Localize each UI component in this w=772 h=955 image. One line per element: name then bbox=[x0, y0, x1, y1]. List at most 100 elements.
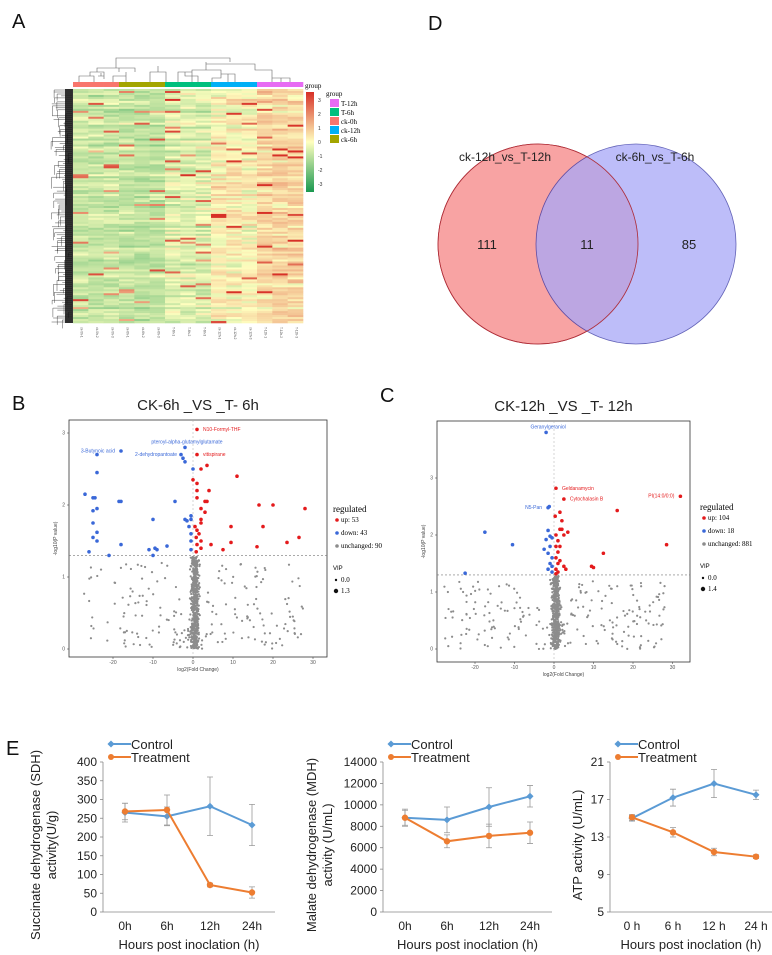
heatmap-cell bbox=[103, 118, 120, 122]
point-unchanged bbox=[192, 637, 195, 640]
heatmap-cell bbox=[241, 259, 258, 262]
point-unchanged bbox=[190, 626, 193, 629]
heatmap-cell bbox=[119, 319, 135, 322]
heatmap-cell bbox=[272, 188, 288, 191]
heatmap-cell bbox=[226, 108, 242, 112]
heatmap-cell bbox=[195, 321, 212, 324]
heatmap-cell bbox=[149, 200, 166, 203]
heatmap-cell bbox=[241, 106, 258, 110]
heatmap-cell bbox=[134, 128, 150, 131]
heatmap-cell bbox=[149, 206, 166, 209]
heatmap-cell bbox=[149, 307, 166, 310]
heatmap-cell bbox=[119, 309, 135, 312]
point-unchanged bbox=[614, 640, 618, 643]
heatmap-cell bbox=[211, 279, 227, 282]
heatmap-cell bbox=[226, 154, 242, 157]
heatmap-cell bbox=[73, 283, 89, 286]
point-up bbox=[556, 550, 560, 554]
heatmap-cell bbox=[165, 120, 181, 124]
heatmap-cell bbox=[195, 253, 212, 256]
point-unchanged bbox=[496, 604, 499, 607]
heatmap-cell bbox=[134, 206, 150, 209]
heatmap-cell bbox=[103, 247, 120, 250]
heatmap-cell bbox=[287, 253, 304, 256]
heatmap-cell bbox=[241, 160, 258, 163]
heatmap-cell bbox=[272, 227, 288, 231]
heatmap-cell bbox=[134, 116, 150, 120]
heatmap-cell bbox=[211, 198, 227, 201]
y-tick-label: 2 bbox=[430, 533, 433, 539]
y-axis-label: -log10(P value) bbox=[421, 524, 427, 558]
heatmap-cell bbox=[211, 235, 227, 239]
group-legend-swatch bbox=[330, 99, 339, 107]
heatmap-cell bbox=[134, 233, 150, 237]
point-unchanged bbox=[662, 592, 665, 595]
heatmap-cell bbox=[134, 265, 150, 268]
heatmap-cell bbox=[88, 265, 104, 268]
y-tick-label: 2 bbox=[62, 503, 65, 509]
heatmap-cell bbox=[180, 257, 196, 260]
heatmap-cell bbox=[73, 303, 89, 306]
heatmap-cell bbox=[257, 158, 273, 161]
heatmap-cell bbox=[180, 102, 196, 106]
heatmap-cell bbox=[257, 140, 273, 143]
heatmap-cell bbox=[149, 162, 166, 165]
heatmap-cell bbox=[103, 162, 120, 165]
point-unchanged bbox=[515, 601, 518, 604]
point-down bbox=[155, 547, 159, 552]
heatmap-cell bbox=[226, 235, 242, 239]
column-label: ck-0h-3 bbox=[110, 327, 114, 338]
heatmap-cell bbox=[88, 114, 104, 118]
point-unchanged bbox=[196, 612, 199, 616]
heatmap-cell bbox=[73, 164, 89, 167]
heatmap-cell bbox=[180, 146, 196, 149]
point-unchanged bbox=[552, 603, 555, 606]
point-unchanged bbox=[163, 576, 167, 580]
heatmap-cell bbox=[180, 108, 196, 112]
heatmap-cell bbox=[180, 184, 196, 187]
point-unchanged bbox=[261, 618, 264, 621]
heatmap-cell bbox=[149, 134, 166, 137]
point-unchanged bbox=[124, 645, 127, 648]
point-unchanged bbox=[622, 630, 626, 634]
point-unchanged bbox=[595, 639, 598, 643]
point-up bbox=[195, 528, 199, 532]
heatmap-cell bbox=[165, 134, 181, 137]
point-unchanged bbox=[541, 627, 545, 630]
heatmap-cell bbox=[272, 174, 288, 177]
point-unchanged bbox=[555, 613, 558, 616]
heatmap-cell bbox=[272, 299, 288, 302]
heatmap-cell bbox=[165, 140, 181, 143]
point-unchanged bbox=[198, 614, 201, 617]
heatmap-cell bbox=[226, 247, 242, 250]
heatmap-cell bbox=[134, 271, 150, 274]
heatmap-cell bbox=[272, 156, 288, 159]
heatmap-cell bbox=[165, 235, 181, 239]
point-unchanged bbox=[557, 612, 561, 615]
point-unchanged bbox=[234, 613, 237, 616]
heatmap-cell bbox=[257, 263, 273, 266]
heatmap-cell bbox=[195, 152, 212, 155]
heatmap-cell bbox=[257, 259, 273, 262]
heatmap-cell bbox=[257, 305, 273, 308]
point-up bbox=[193, 524, 197, 529]
heatmap-cell bbox=[88, 277, 104, 280]
point-unchanged bbox=[483, 614, 486, 617]
heatmap-cell bbox=[226, 168, 242, 171]
point-unchanged bbox=[579, 589, 582, 593]
heatmap-cell bbox=[195, 164, 212, 167]
column-label: ck-6h-2 bbox=[141, 327, 145, 338]
point-up bbox=[562, 497, 566, 501]
heatmap-cell bbox=[88, 152, 104, 155]
vip-legend-title: VIP bbox=[333, 566, 343, 572]
heatmap-cell bbox=[226, 215, 242, 219]
heatmap-cell bbox=[165, 253, 181, 256]
heatmap-cell bbox=[165, 263, 181, 266]
heatmap-cell bbox=[103, 194, 120, 197]
point-unchanged bbox=[99, 568, 103, 571]
heatmap-cell bbox=[241, 134, 258, 137]
heatmap-cell bbox=[211, 315, 227, 318]
heatmap-cell bbox=[165, 162, 181, 165]
heatmap-cell bbox=[165, 299, 181, 302]
point-unchanged bbox=[558, 633, 561, 636]
